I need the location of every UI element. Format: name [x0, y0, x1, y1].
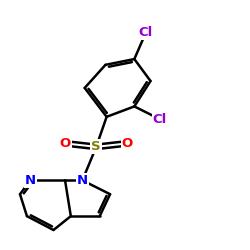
Text: S: S [92, 140, 101, 153]
Text: Cl: Cl [153, 112, 167, 126]
Text: O: O [122, 137, 133, 150]
Text: Cl: Cl [139, 26, 153, 39]
Text: N: N [77, 174, 88, 187]
Text: O: O [60, 137, 71, 150]
Text: N: N [25, 174, 36, 187]
